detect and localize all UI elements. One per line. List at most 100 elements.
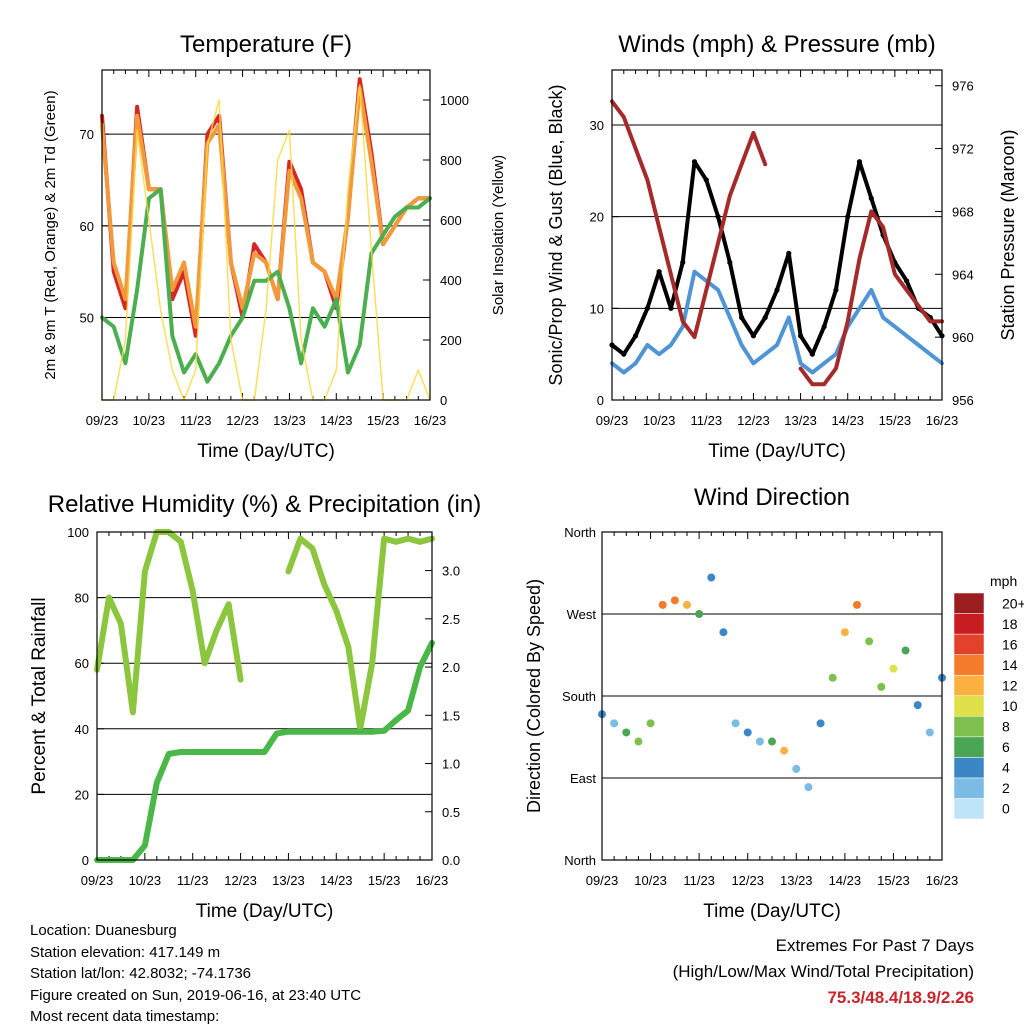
y-tick-label: North [564,853,596,868]
y-tick-label: 80 [75,591,89,606]
gust-point [786,250,792,256]
x-tick-label: 12/23 [731,873,764,888]
gust-point [656,269,662,275]
direction-point [901,646,910,655]
y2-tick-label: 3.0 [442,564,460,579]
series-line-2m-t [100,77,432,338]
direction-point [743,728,752,737]
recent-text: Most recent data timestamp: [30,1008,220,1025]
direction-point [768,737,776,746]
gust-point [739,314,745,321]
gust-point [632,333,639,339]
direction-point [804,783,813,792]
colorbar-swatch [953,633,985,655]
y2-tick-label: 0.0 [442,853,460,868]
gust-point [762,314,768,321]
colorbar-label: 18 [1002,616,1018,632]
x-tick-label: 10/23 [133,413,166,428]
colorbar-swatch [953,654,985,676]
gust-point [727,259,733,266]
y-tick-label: North [564,525,596,540]
y-tick-label: East [570,771,596,786]
y2-axis-label: Solar Insolation (Yellow) [490,155,507,315]
y-tick-label: 0 [597,393,604,408]
series-line-wind [610,269,944,375]
direction-point [840,628,849,637]
direction-point [913,701,922,710]
y2-tick-label: 0.5 [442,805,460,820]
x-tick-label: 15/23 [879,413,912,428]
series-line-9m-t [100,86,432,329]
gust-point [809,351,815,357]
x-tick-label: 13/23 [272,873,305,888]
x-tick-label: 16/23 [926,413,959,428]
y-tick-label: 20 [75,787,89,802]
x-tick-label: 09/23 [81,873,114,888]
y-axis-label: Direction (Colored By Speed) [524,579,544,813]
colorbar-label: 6 [1002,739,1010,755]
chart-title: Temperature (F) [180,31,352,58]
gust-point [668,305,674,311]
extremes-panel: Extremes For Past 7 Days (High/Low/Max W… [673,933,974,1011]
x-tick-label: 12/23 [224,873,257,888]
colorbar-label: 4 [1002,760,1010,776]
direction-point [670,596,679,605]
chart-title: Winds (mph) & Pressure (mb) [618,31,935,58]
series-line-relative-humidity [94,529,435,732]
x-tick-label: 09/23 [586,873,619,888]
created-text: Figure created on Sun, 2019-06-16, at 23… [30,986,362,1004]
chart-panel-2: Winds (mph) & Pressure (mb) Sonic/Prop Wi… [546,31,1018,462]
plot-frame [101,69,431,401]
x-tick-label: 16/23 [416,873,449,888]
x-tick-label: 15/23 [368,873,401,888]
direction-point [731,719,740,728]
plot-frame [601,531,943,861]
y2-axis-label: Station Pressure (Maroon) [998,129,1018,340]
y-axis-label: Percent & Total Rainfall [29,597,50,794]
chart-panel-3: Relative Humidity (%) & Precipitation (i… [29,491,481,922]
x-tick-label: 10/23 [634,873,667,888]
y2-tick-label: 600 [440,213,462,228]
y-tick-label: 10 [590,301,604,316]
y2-tick-label: 960 [952,330,974,345]
y2-tick-label: 200 [440,333,462,348]
direction-point [755,737,764,746]
gust-point [821,324,827,330]
gust-point [680,259,686,266]
direction-point [634,737,643,746]
gust-point [774,287,780,293]
y2-tick-label: 1.0 [442,757,460,772]
chart-panel-4: Wind Direction Direction (Colored By Spee… [524,484,1024,922]
colorbar-swatch [953,757,985,779]
gust-point [833,287,839,293]
location-text: Location: Duanesburg [30,922,177,939]
x-tick-label: 16/23 [414,413,447,428]
y2-tick-label: 964 [952,267,974,282]
colorbar-title: mph [990,573,1017,589]
y2-tick-label: 956 [952,393,974,408]
gust-point [703,177,709,183]
y-tick-label: 40 [75,722,89,737]
elevation-text: Station elevation: 417.149 m [30,943,221,961]
x-tick-label: 09/23 [596,413,629,428]
y2-tick-label: 1.5 [442,708,460,723]
x-tick-label: 13/23 [780,873,813,888]
x-tick-label: 15/23 [367,413,400,428]
direction-point [658,600,667,609]
x-tick-label: 11/23 [690,413,722,428]
x-axis-label: Time (Day/UTC) [197,441,335,462]
colorbar-swatch [953,777,985,799]
colorbar-swatch [953,695,985,717]
colorbar-label: 0 [1002,801,1010,817]
direction-point [877,682,886,691]
series-line-station-pressure [610,99,944,387]
direction-point [683,600,691,609]
x-tick-label: 13/23 [273,413,306,428]
y2-tick-label: 800 [440,153,462,168]
colorbar-label: 12 [1002,677,1018,693]
gust-point [715,214,721,220]
y2-tick-label: 1000 [440,93,469,108]
y-axis-label: 2m & 9m T (Red, Orange) & 2m Td (Green) [42,90,59,379]
colorbar-swatch [953,798,985,820]
y2-tick-label: 976 [952,79,974,94]
